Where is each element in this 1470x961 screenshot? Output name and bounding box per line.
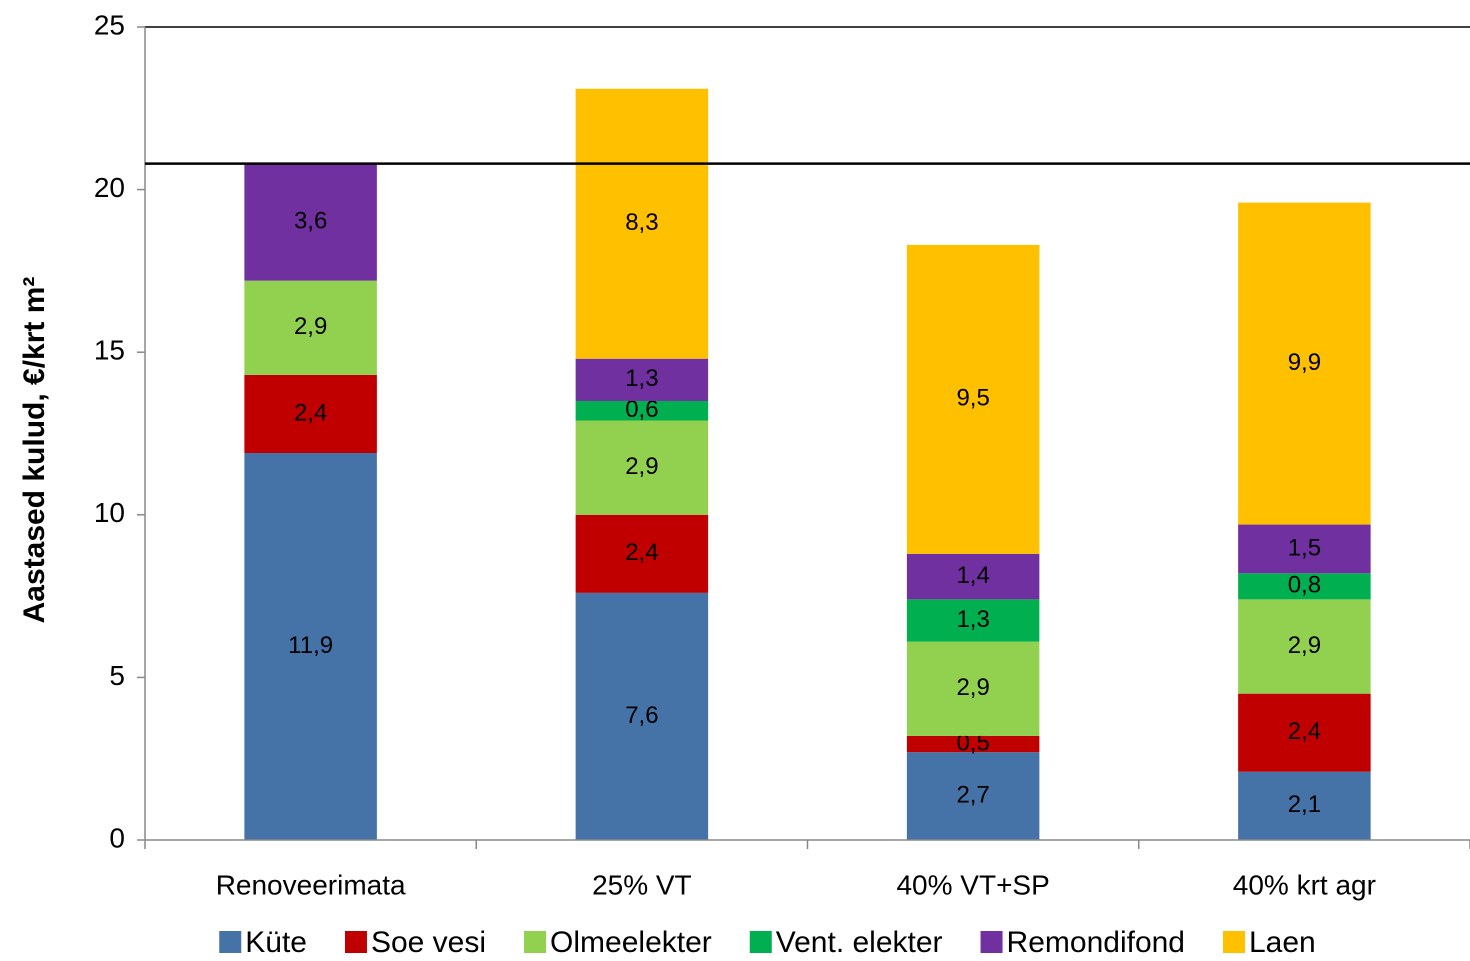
- bar-segment: [906, 641, 1040, 736]
- bar-segment: [244, 163, 377, 281]
- data-label: 1,5: [1288, 534, 1321, 561]
- data-label: 2,9: [294, 313, 327, 340]
- bar-segment: [575, 358, 709, 401]
- legend-swatch: [219, 931, 242, 953]
- data-label: 2,9: [956, 674, 989, 701]
- bar-segment: [1238, 599, 1371, 694]
- data-label: 2,4: [625, 539, 658, 566]
- legend-swatch: [524, 931, 547, 953]
- legend-swatch: [749, 931, 772, 953]
- bar-segment: [244, 374, 377, 454]
- bar-segment: [1238, 771, 1371, 840]
- bar-segment: [244, 280, 377, 375]
- data-label: 3,6: [294, 207, 327, 234]
- x-tick-label: 40% krt agr: [1233, 869, 1376, 900]
- bar-segment: [1238, 524, 1371, 574]
- y-tick-label: 15: [94, 335, 125, 366]
- data-label: 7,6: [625, 702, 658, 729]
- y-tick-label: 10: [94, 497, 125, 528]
- bar-segment: [906, 599, 1040, 642]
- legend-label: Küte: [245, 926, 307, 959]
- legend-label: Olmeelekter: [550, 926, 712, 959]
- x-tick-label: 40% VT+SP: [896, 869, 1049, 900]
- legend-label: Laen: [1249, 926, 1316, 959]
- bar-segment: [1238, 202, 1371, 525]
- legend-label: Soe vesi: [371, 926, 486, 959]
- data-label: 0,8: [1288, 572, 1321, 599]
- bar-segment: [1238, 693, 1371, 772]
- data-label: 2,4: [1288, 718, 1321, 745]
- bar-segment: [575, 514, 709, 593]
- data-label: 11,9: [288, 632, 333, 659]
- bar-segment: [244, 453, 377, 840]
- y-tick-label: 5: [109, 660, 125, 691]
- bar-segment: [575, 400, 709, 421]
- data-label: 2,7: [956, 781, 989, 808]
- data-label: 8,3: [625, 209, 658, 236]
- data-label: 2,4: [294, 399, 327, 426]
- y-tick-label: 20: [94, 172, 125, 203]
- data-label: 1,3: [956, 606, 989, 633]
- y-tick-label: 25: [94, 9, 125, 40]
- data-label: 2,9: [1288, 632, 1321, 659]
- x-tick-label: 25% VT: [592, 869, 692, 900]
- y-axis-title: Aastased kulud, €/krt m²: [18, 277, 51, 624]
- data-label: 2,1: [1288, 791, 1321, 818]
- legend-label: Vent. elekter: [776, 926, 943, 959]
- bar-segment: [575, 88, 709, 359]
- bar-segment: [1238, 573, 1371, 600]
- data-label: 1,3: [625, 365, 658, 392]
- data-label: 1,4: [956, 562, 989, 589]
- bar-segment: [575, 420, 709, 515]
- x-tick-label: Renoveerimata: [216, 869, 406, 900]
- legend-label: Remondifond: [1007, 926, 1185, 959]
- data-label: 9,9: [1288, 349, 1321, 376]
- bar-segment: [575, 592, 709, 840]
- legend-swatch: [980, 931, 1003, 953]
- legend-swatch: [344, 931, 367, 953]
- bar-segment: [906, 244, 1040, 554]
- legend-swatch: [1223, 931, 1245, 953]
- bar-segment: [906, 553, 1040, 600]
- y-tick-label: 0: [109, 822, 125, 853]
- bar-segment: [906, 735, 1040, 753]
- data-label: 2,9: [625, 453, 658, 480]
- data-label: 9,5: [956, 385, 989, 412]
- bar-segment: [906, 752, 1040, 840]
